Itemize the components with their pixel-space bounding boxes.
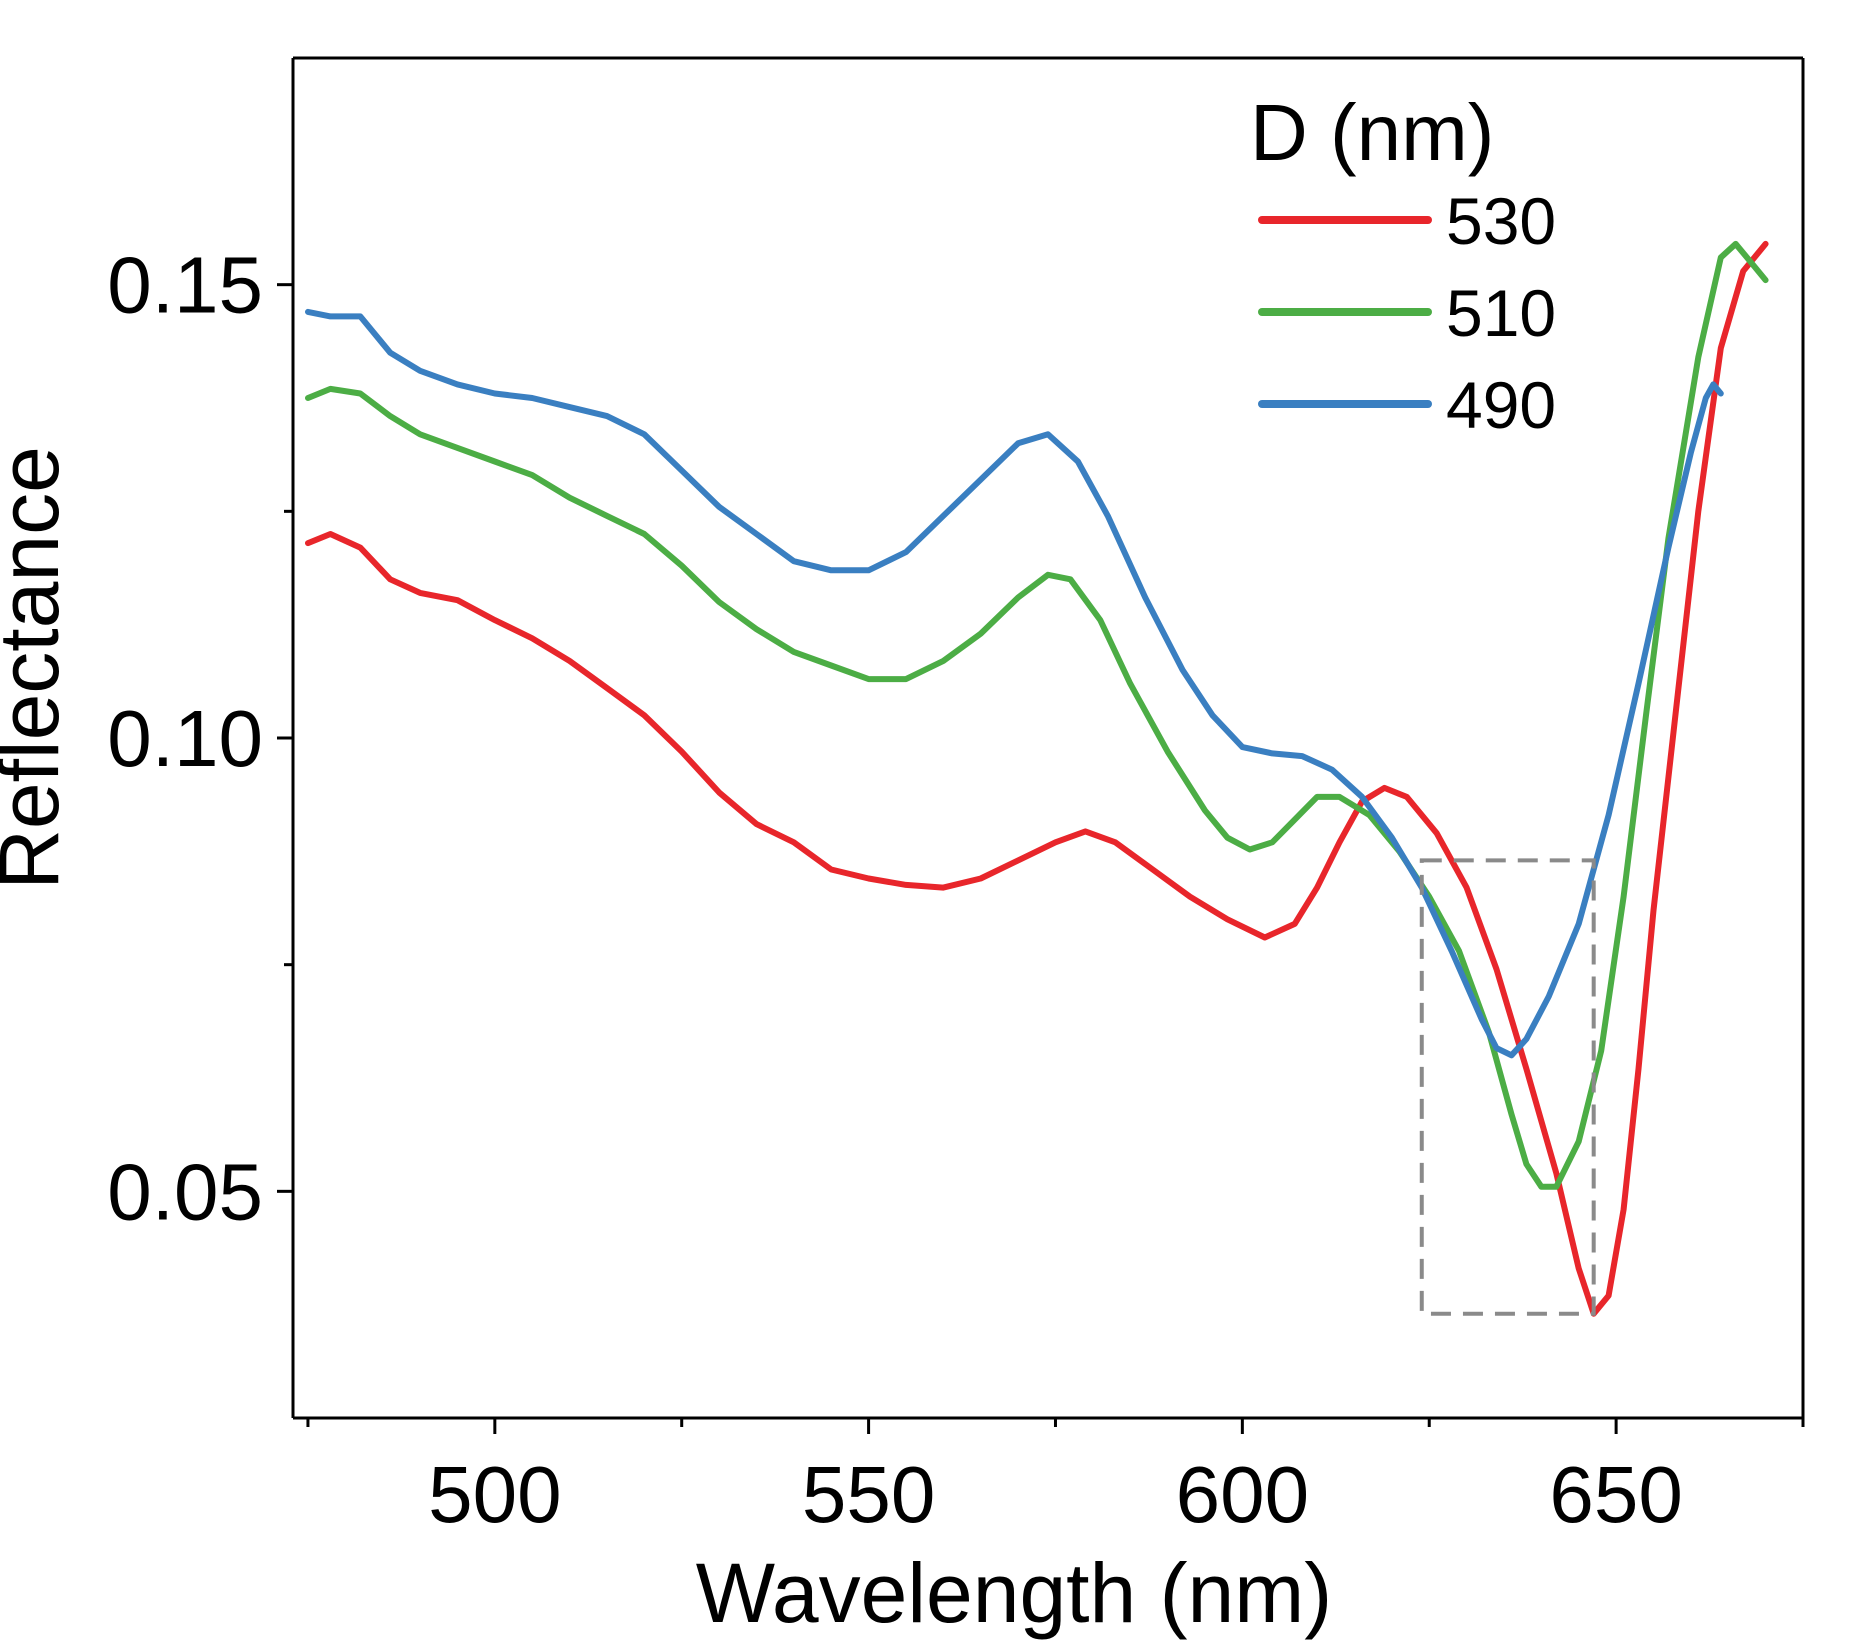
x-tick-labels: 500 550 600 650 (428, 1450, 1683, 1539)
highlight-box (1419, 858, 1596, 1316)
x-axis-label: Wavelength (nm) (696, 1546, 1332, 1640)
x-tick-label: 550 (802, 1450, 935, 1539)
x-ticks (306, 1418, 1805, 1434)
y-ticks (277, 283, 293, 1193)
y-axis-label: Reflectance (0, 446, 76, 890)
legend-label-490: 490 (1446, 368, 1556, 442)
legend-label-530: 530 (1446, 184, 1556, 258)
legend: D (nm) 530 510 490 (1250, 88, 1556, 442)
legend-label-510: 510 (1446, 276, 1556, 350)
y-tick-label: 0.10 (107, 694, 263, 783)
series-group (305, 240, 1769, 1317)
x-tick-label: 650 (1549, 1450, 1682, 1539)
y-tick-labels: 0.05 0.10 0.15 (107, 241, 263, 1237)
y-tick-label: 0.05 (107, 1147, 263, 1236)
x-tick-label: 600 (1176, 1450, 1309, 1539)
legend-entries: 530 510 490 (1258, 184, 1556, 442)
series-line-530 (305, 240, 1769, 1317)
x-tick-label: 500 (428, 1450, 561, 1539)
y-tick-label: 0.15 (107, 241, 263, 330)
series-line-510 (305, 240, 1769, 1190)
series-line-490 (305, 308, 1724, 1059)
legend-title: D (nm) (1250, 88, 1494, 177)
